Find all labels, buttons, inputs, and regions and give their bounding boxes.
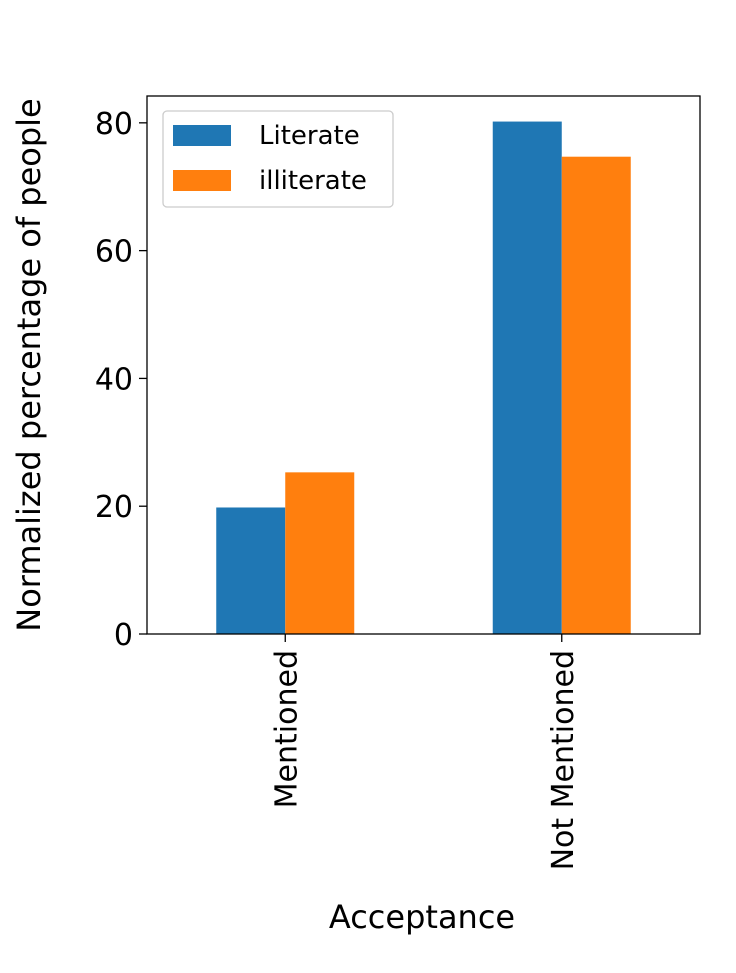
legend: Literate illiterate: [162, 110, 394, 208]
legend-label-literate: Literate: [259, 121, 360, 151]
y-axis: 0 20 40 60 80: [95, 107, 147, 653]
y-tick-label: 80: [95, 107, 133, 142]
x-tick-label: Not Mentioned: [546, 650, 581, 870]
bar-illiterate-not-mentioned: [561, 156, 631, 634]
legend-swatch-illiterate: [173, 170, 231, 191]
y-tick-label: 40: [95, 362, 133, 397]
x-axis-label: Acceptance: [329, 898, 515, 936]
bar-literate-mentioned: [216, 507, 286, 634]
legend-swatch-literate: [173, 125, 231, 146]
x-axis: Mentioned Not Mentioned: [269, 634, 581, 870]
bar-literate-not-mentioned: [492, 121, 562, 634]
x-tick-label: Mentioned: [269, 650, 304, 808]
bars-group: [216, 121, 631, 634]
plot-frame: [146, 95, 701, 635]
y-tick-label: 60: [95, 235, 133, 270]
y-tick-label: 20: [95, 490, 133, 525]
y-axis-label: Normalized percentage of people: [10, 98, 48, 631]
bar-illiterate-mentioned: [285, 472, 355, 634]
y-tick-label: 0: [114, 618, 133, 653]
legend-label-illiterate: illiterate: [259, 166, 367, 196]
